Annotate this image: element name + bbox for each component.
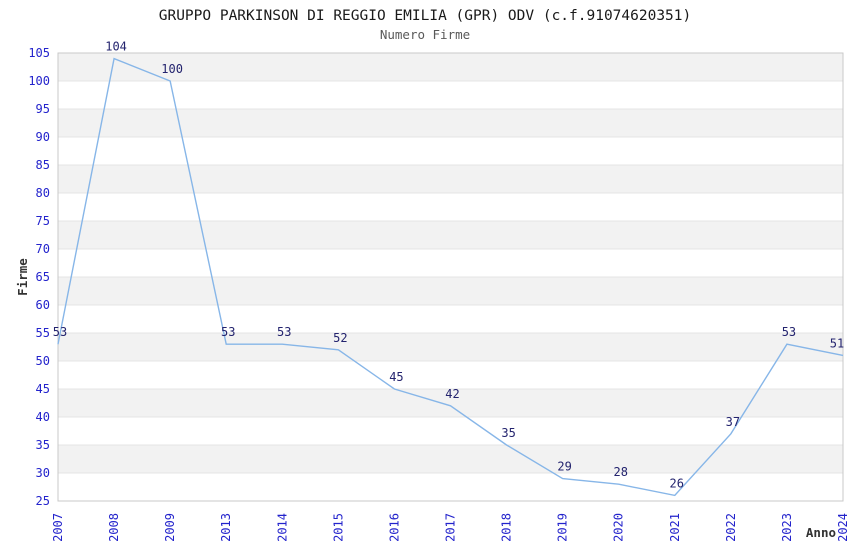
y-tick-label: 50 — [36, 354, 50, 368]
data-point-label: 26 — [670, 476, 684, 490]
x-axis-title: Anno — [806, 525, 836, 540]
x-tick-label: 2013 — [219, 513, 233, 542]
y-axis-title: Firme — [15, 258, 30, 296]
y-tick-label: 95 — [36, 102, 50, 116]
data-point-label: 100 — [161, 62, 183, 76]
x-tick-label: 2020 — [612, 513, 626, 542]
data-point-label: 51 — [830, 336, 844, 350]
plot-band — [58, 53, 843, 81]
x-axis-tick-labels: 2007 2008 2009 2013 2014 2015 2016 2017 2018 2019… — [51, 513, 850, 542]
data-point-labels: 53 104 100 53 53 52 45 42 35 29 28 26 37 53 51 — [53, 40, 844, 491]
y-tick-label: 100 — [28, 74, 50, 88]
plot-band — [58, 333, 843, 361]
plot-band — [58, 221, 843, 249]
y-tick-label: 65 — [36, 270, 50, 284]
y-tick-label: 75 — [36, 214, 50, 228]
plot-band — [58, 277, 843, 305]
x-tick-label: 2008 — [107, 513, 121, 542]
y-tick-label: 40 — [36, 410, 50, 424]
plot-band — [58, 389, 843, 417]
x-tick-label: 2016 — [387, 513, 401, 542]
data-point-label: 53 — [53, 325, 67, 339]
data-point-label: 53 — [782, 325, 796, 339]
data-point-label: 42 — [445, 387, 459, 401]
data-point-label: 53 — [277, 325, 291, 339]
y-tick-label: 85 — [36, 158, 50, 172]
x-tick-label: 2021 — [668, 513, 682, 542]
data-point-label: 53 — [221, 325, 235, 339]
data-point-label: 104 — [105, 40, 127, 54]
plot-border — [57, 52, 844, 502]
chart-subtitle: Numero Firme — [380, 27, 470, 42]
y-tick-label: 25 — [36, 494, 50, 508]
x-tick-label: 2023 — [780, 513, 794, 542]
data-point-label: 45 — [389, 370, 403, 384]
x-tick-label: 2009 — [163, 513, 177, 542]
x-tick-label: 2024 — [836, 513, 850, 542]
y-tick-label: 45 — [36, 382, 50, 396]
x-tick-label: 2017 — [444, 513, 458, 542]
data-point-label: 28 — [613, 465, 627, 479]
y-tick-label: 60 — [36, 298, 50, 312]
plot-band — [58, 445, 843, 473]
data-point-label: 37 — [726, 415, 740, 429]
x-tick-label: 2014 — [275, 513, 289, 542]
y-tick-label: 30 — [36, 466, 50, 480]
data-point-label: 35 — [501, 426, 515, 440]
plot-band — [58, 109, 843, 137]
plot-bands — [58, 53, 843, 473]
x-tick-label: 2015 — [331, 513, 345, 542]
chart-title: GRUPPO PARKINSON DI REGGIO EMILIA (GPR) … — [159, 8, 692, 24]
y-tick-label: 35 — [36, 438, 50, 452]
y-tick-label: 80 — [36, 186, 50, 200]
y-tick-label: 70 — [36, 242, 50, 256]
y-tick-label: 55 — [36, 326, 50, 340]
data-line — [57, 57, 844, 497]
x-tick-label: 2019 — [556, 513, 570, 542]
x-tick-label: 2022 — [724, 513, 738, 542]
x-tick-label: 2007 — [51, 513, 65, 542]
y-axis-tick-labels: 25 30 35 40 45 50 55 60 65 70 75 80 85 90 95 100 105 — [28, 46, 50, 508]
data-point-label: 52 — [333, 331, 347, 345]
data-point-label: 29 — [557, 460, 571, 474]
y-tick-label: 105 — [28, 46, 50, 60]
x-tick-label: 2018 — [500, 513, 514, 542]
y-tick-label: 90 — [36, 130, 50, 144]
plot-band — [58, 165, 843, 193]
